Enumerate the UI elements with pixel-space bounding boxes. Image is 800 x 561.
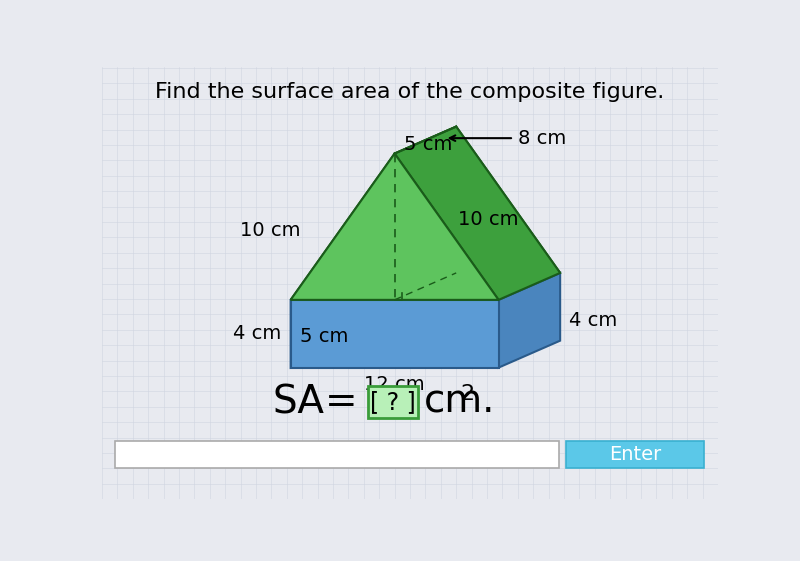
Text: 4 cm: 4 cm [233,324,282,343]
Text: Find the surface area of the composite figure.: Find the surface area of the composite f… [155,82,665,102]
FancyBboxPatch shape [566,441,704,468]
Text: Enter: Enter [609,445,661,464]
Text: 5 cm: 5 cm [404,135,452,154]
Polygon shape [290,300,498,367]
Polygon shape [290,273,352,367]
FancyBboxPatch shape [369,386,418,419]
Text: 10 cm: 10 cm [458,209,518,228]
Text: 10 cm: 10 cm [240,221,300,240]
Polygon shape [394,127,560,300]
Text: [ ? ]: [ ? ] [370,390,416,414]
Polygon shape [290,273,560,300]
Text: 4 cm: 4 cm [570,311,618,330]
Text: =: = [324,383,357,421]
Text: 8 cm: 8 cm [518,128,566,148]
Text: 5 cm: 5 cm [300,327,349,346]
Text: SA: SA [272,383,324,421]
FancyBboxPatch shape [115,441,559,468]
Text: cm.: cm. [424,383,495,421]
Polygon shape [290,154,498,300]
Polygon shape [352,127,560,273]
Text: 2: 2 [461,384,475,404]
Polygon shape [498,273,560,367]
Text: 12 cm: 12 cm [364,375,425,394]
Polygon shape [290,127,456,300]
